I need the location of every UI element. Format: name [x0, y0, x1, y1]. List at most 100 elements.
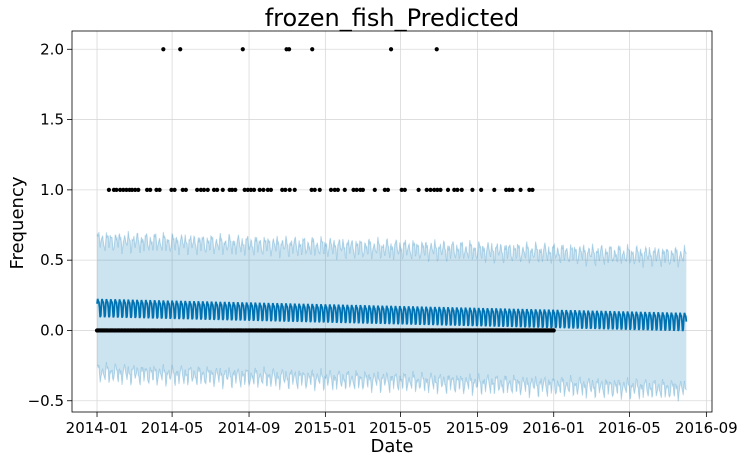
observed-point	[310, 47, 315, 52]
observed-point	[148, 187, 153, 192]
observed-point	[354, 187, 359, 192]
observed-point	[492, 187, 497, 192]
forecast-line-group	[96, 298, 688, 332]
observed-point	[211, 187, 217, 192]
observed-point	[248, 187, 254, 192]
observed-point	[280, 187, 285, 192]
upper-bound-line	[96, 230, 687, 268]
observed-point	[445, 187, 451, 192]
observed-point	[287, 187, 292, 192]
observed-point	[178, 47, 183, 52]
x-tick-label: 2014-05	[141, 419, 204, 437]
observed-point	[198, 187, 203, 192]
observed-point	[251, 187, 257, 192]
observed-point	[416, 187, 421, 192]
observed-point	[455, 187, 460, 192]
observed-point	[136, 187, 141, 192]
observed-point	[245, 187, 250, 192]
observed-point	[205, 187, 210, 192]
x-axis-label: Date	[370, 436, 413, 457]
y-axis-ticks: −0.5 0.0 0.5 1.0 1.5 2.0	[28, 40, 72, 410]
observed-point	[518, 187, 523, 192]
observed-point	[504, 187, 509, 192]
observed-point	[220, 187, 225, 192]
observed-point	[283, 187, 288, 192]
x-tick-label: 2016-05	[598, 419, 661, 437]
observed-point	[388, 47, 394, 52]
observed-point	[459, 187, 464, 192]
observed-point	[328, 187, 334, 192]
observed-point	[317, 187, 322, 192]
chart-title: frozen_fish_Predicted	[265, 4, 520, 32]
observed-point	[261, 187, 266, 192]
observed-point	[257, 187, 262, 192]
y-tick-label: 1.0	[40, 181, 64, 199]
observed-point	[172, 187, 177, 192]
observed-point	[106, 187, 112, 192]
observed-point	[434, 47, 439, 52]
lower-bound-line	[96, 362, 687, 402]
observed-point	[399, 187, 404, 192]
y-tick-label: 0.5	[40, 251, 64, 269]
forecast-line	[96, 298, 688, 332]
observed-point	[385, 187, 391, 192]
x-tick-label: 2015-09	[446, 419, 509, 437]
observed-point	[169, 187, 174, 192]
y-tick-label: 0.0	[40, 321, 64, 339]
observed-point	[551, 328, 556, 333]
observed-point	[428, 187, 433, 192]
observed-point	[510, 187, 515, 192]
observed-point	[144, 187, 150, 192]
observed-point	[215, 187, 220, 192]
observed-point	[372, 187, 377, 192]
observed-point	[332, 187, 337, 192]
observed-point	[154, 187, 159, 192]
observed-point	[195, 187, 200, 192]
x-tick-label: 2016-09	[675, 419, 738, 437]
observed-point	[114, 187, 119, 192]
y-tick-label: −0.5	[28, 392, 64, 410]
x-tick-label: 2016-01	[522, 419, 585, 437]
observed-point	[424, 187, 429, 192]
observed-point	[129, 187, 135, 192]
observed-point	[180, 187, 185, 192]
observed-point	[435, 187, 440, 192]
observed-point	[201, 187, 207, 192]
observed-point	[351, 187, 356, 192]
observed-point	[432, 187, 437, 192]
x-tick-label: 2014-01	[66, 419, 129, 437]
plot-frame	[71, 30, 713, 413]
y-tick-label: 2.0	[40, 40, 64, 58]
observed-point	[342, 187, 347, 192]
observed-point	[402, 187, 407, 192]
y-axis-label: Frequency	[7, 176, 28, 269]
observed-point	[382, 187, 387, 192]
observed-point	[312, 187, 317, 192]
observed-point	[268, 187, 274, 192]
observed-point	[452, 187, 457, 192]
observed-point	[527, 187, 532, 192]
uncertainty-band-area	[97, 230, 687, 402]
observed-point	[233, 187, 238, 192]
observed-point	[470, 187, 475, 192]
x-tick-label: 2015-05	[369, 419, 432, 437]
x-tick-label: 2014-09	[218, 419, 281, 437]
x-tick-label: 2015-01	[294, 419, 357, 437]
observed-point	[360, 187, 366, 192]
observed-point	[265, 187, 270, 192]
y-tick-label: 1.5	[40, 111, 64, 129]
observed-point	[286, 47, 292, 52]
observed-point	[242, 187, 247, 192]
observed-point	[309, 187, 314, 192]
observed-point	[183, 187, 188, 192]
observed-points	[94, 47, 556, 333]
observed-point	[118, 187, 123, 192]
observed-point	[240, 47, 245, 52]
observed-point	[133, 187, 138, 192]
observed-point	[507, 187, 512, 192]
observed-point	[157, 187, 162, 192]
observed-point	[292, 187, 297, 192]
x-axis-ticks: 2014-01 2014-05 2014-09 2015-01 2015-05 2015-…	[66, 412, 738, 437]
